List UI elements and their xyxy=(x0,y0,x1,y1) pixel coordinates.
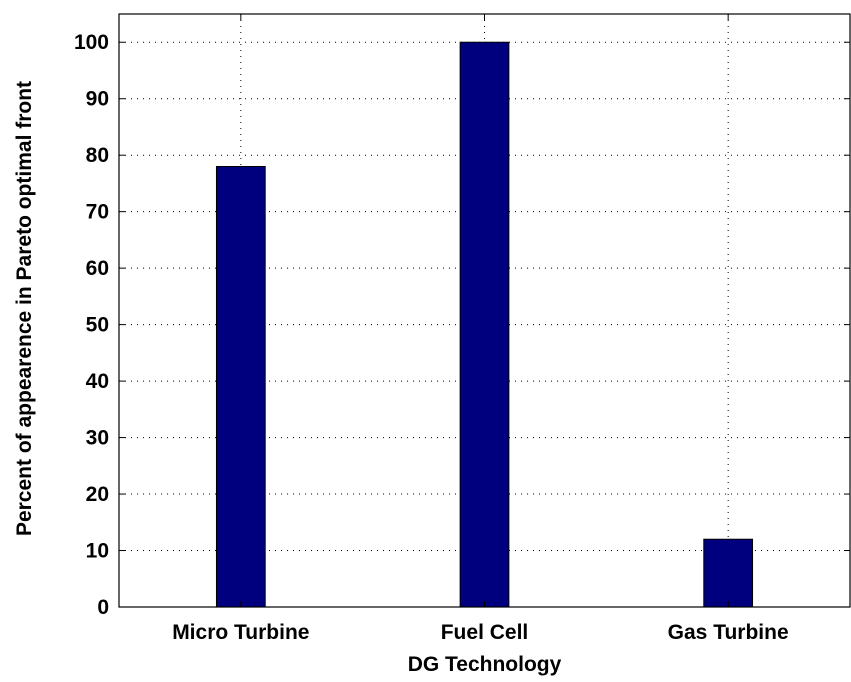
y-axis-title: Percent of appearence in Pareto optimal … xyxy=(13,81,36,536)
x-tick-label: Micro Turbine xyxy=(172,621,309,644)
y-tick-label: 90 xyxy=(86,88,109,111)
y-tick-label: 10 xyxy=(86,540,109,563)
y-tick-label: 60 xyxy=(86,257,109,280)
bar-fuel-cell xyxy=(459,41,510,608)
y-tick-label: 20 xyxy=(86,483,109,506)
y-tick-label: 80 xyxy=(86,144,109,167)
x-tick-label: Gas Turbine xyxy=(668,621,789,644)
x-tick-label: Fuel Cell xyxy=(441,621,529,644)
y-tick-label: 30 xyxy=(86,427,109,450)
y-tick-label: 100 xyxy=(74,31,109,54)
y-tick-labels: 0 10 20 30 40 50 60 70 80 90 100 xyxy=(74,31,109,619)
bar-gas-turbine xyxy=(703,538,754,608)
y-tick-label: 70 xyxy=(86,201,109,224)
x-tick-labels: Micro Turbine Fuel Cell Gas Turbine xyxy=(172,621,788,644)
y-tick-label: 0 xyxy=(97,596,109,619)
bars xyxy=(215,41,754,608)
y-tick-label: 40 xyxy=(86,370,109,393)
x-axis-title: DG Technology xyxy=(408,653,562,676)
bar-micro-turbine xyxy=(215,165,266,608)
axis-ticks xyxy=(119,14,850,608)
y-tick-label: 50 xyxy=(86,314,109,337)
